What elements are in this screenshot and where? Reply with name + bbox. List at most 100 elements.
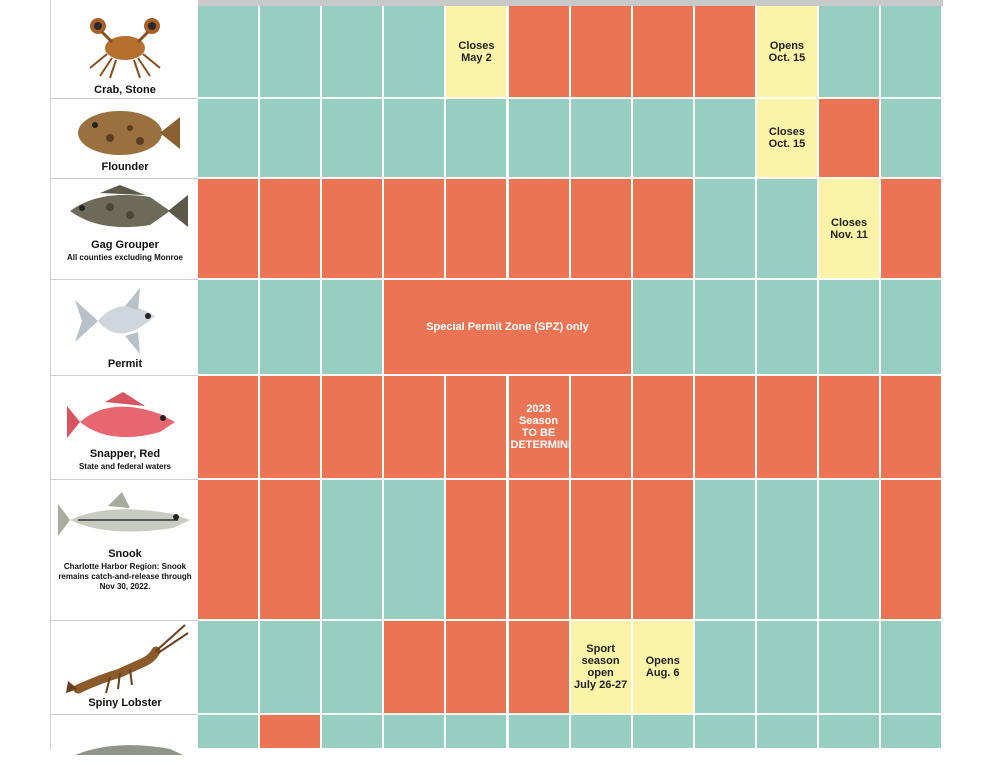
season-cell [198,179,261,280]
season-cell [819,280,882,376]
season-cell [881,280,944,376]
species-name: Snapper, Red [89,448,161,460]
species-note: Charlotte Harbor Region: Snook remains c… [58,562,192,591]
season-cell-note: 2023 Season TO BE DETERMINED [510,403,584,451]
season-cell [508,621,571,715]
season-cell: Sport season open July 26-27 [570,621,633,715]
season-cell [322,376,385,480]
season-cell [508,6,571,99]
season-cell [384,480,447,621]
season-cell [446,715,509,750]
season-cell [819,621,882,715]
season-cell [694,376,757,480]
season-cell [632,6,695,99]
season-cell [260,715,323,750]
season-cell [384,6,447,99]
season-cell [384,179,447,280]
species-name: Flounder [101,161,149,173]
season-cell [446,621,509,715]
season-cell: Opens Oct. 15 [756,6,819,99]
season-cell-note: Opens Oct. 15 [768,39,806,64]
season-cell [508,715,571,750]
season-cell [322,179,385,280]
season-cell [260,376,323,480]
season-cell: Opens Aug. 6 [632,621,695,715]
season-cell [570,6,633,99]
season-cell [260,621,323,715]
season-cell [756,376,819,480]
season-cell [322,621,385,715]
season-cell [756,480,819,621]
season-cell [260,280,323,376]
season-cell [198,99,261,179]
season-cell [570,715,633,750]
season-cell-note: Closes Nov. 11 [830,216,868,241]
season-cell [322,280,385,376]
flounder-icon [78,111,180,155]
season-cell [881,99,944,179]
season-cell [446,99,509,179]
season-cell [694,179,757,280]
season-cell [198,280,261,376]
season-cell [446,480,509,621]
season-cell [632,480,695,621]
season-cell [694,6,757,99]
season-cell [322,480,385,621]
season-cell [260,179,323,280]
season-cell [508,179,571,280]
season-cell [446,376,509,480]
season-cell [632,715,695,750]
season-cell [322,99,385,179]
grid-top-strip [198,0,943,6]
season-cell [881,6,944,99]
season-cell [322,715,385,750]
season-cell [819,99,882,179]
season-cell: Closes Oct. 15 [756,99,819,179]
season-cell [694,480,757,621]
season-grid: Closes May 2 Opens Oct. 15 Closes Oct. 15 C… [198,0,944,750]
season-cell [632,280,695,376]
season-cell: Special Permit Zone (SPZ) only [384,280,633,376]
season-cell [881,376,944,480]
season-cell [756,280,819,376]
season-cell [570,99,633,179]
species-row-label-partial [51,715,199,755]
species-note: State and federal waters [78,462,172,471]
season-cell [198,480,261,621]
season-cell [260,99,323,179]
season-cell [508,99,571,179]
season-cell: 2023 Season TO BE DETERMINED [508,376,584,480]
season-cell-note: Closes May 2 [458,39,495,64]
season-cell [198,621,261,715]
species-row-label-snook: Snook Charlotte Harbor Region: Snook rem… [51,480,199,621]
season-cell: Closes Nov. 11 [819,179,882,280]
season-cell [881,179,944,280]
season-cell [881,621,944,715]
season-cell [756,179,819,280]
species-name: Gag Grouper [91,239,159,251]
season-cell [570,179,633,280]
season-cell [756,621,819,715]
season-cell [322,6,385,99]
spiny-lobster-icon [66,624,189,694]
season-cell [384,376,447,480]
season-cell [632,376,695,480]
season-cell [819,376,882,480]
species-row-label-flounder: Flounder [51,99,199,179]
season-cell [632,99,695,179]
gag-grouper-icon [70,185,188,228]
season-cell [881,715,944,750]
species-label-column: Crab, Stone Flounder Gag Group [50,0,199,755]
species-name: Spiny Lobster [88,697,162,709]
season-cell [570,480,633,621]
species-row-label-spiny-lobster: Spiny Lobster [51,621,199,715]
season-cell [756,715,819,750]
species-name: Snook [108,548,142,560]
fish-icon [75,745,183,755]
season-cell [694,621,757,715]
season-cell-note: Opens Aug. 6 [645,655,680,679]
species-row-label-gag-grouper: Gag Grouper All counties excluding Monro… [51,179,199,280]
species-row-label-crab-stone: Crab, Stone [51,6,199,99]
season-cell [198,715,261,750]
season-cell [694,280,757,376]
